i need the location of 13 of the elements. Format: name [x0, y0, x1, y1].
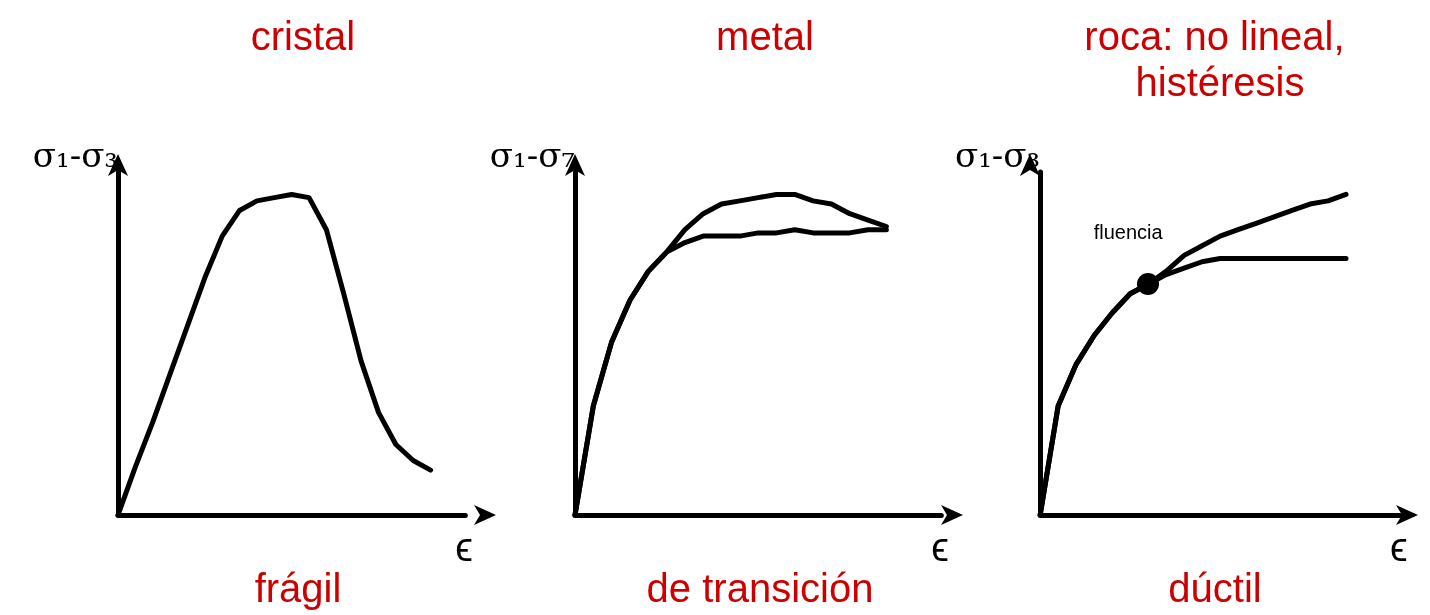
y-axis-title: σ₁-σ₃	[32, 135, 118, 175]
chart-title: metal	[716, 14, 814, 58]
text: dúctil	[1168, 566, 1262, 610]
x-axis-title: ϵ	[455, 525, 474, 569]
chart-title: cristal	[250, 14, 356, 58]
x-axis-title: ϵ	[931, 525, 950, 569]
text: frágil	[254, 566, 342, 610]
y-axis-title: σ₁-σ₇	[489, 135, 575, 175]
chart-title: roca: no lineal, histéresis	[1084, 14, 1356, 104]
annotation: fluencia	[1093, 221, 1164, 244]
y-axis-title: σ₁-σ₃	[954, 135, 1041, 175]
x-axis-title: ϵ	[1390, 525, 1408, 569]
text: de transición	[646, 566, 874, 610]
